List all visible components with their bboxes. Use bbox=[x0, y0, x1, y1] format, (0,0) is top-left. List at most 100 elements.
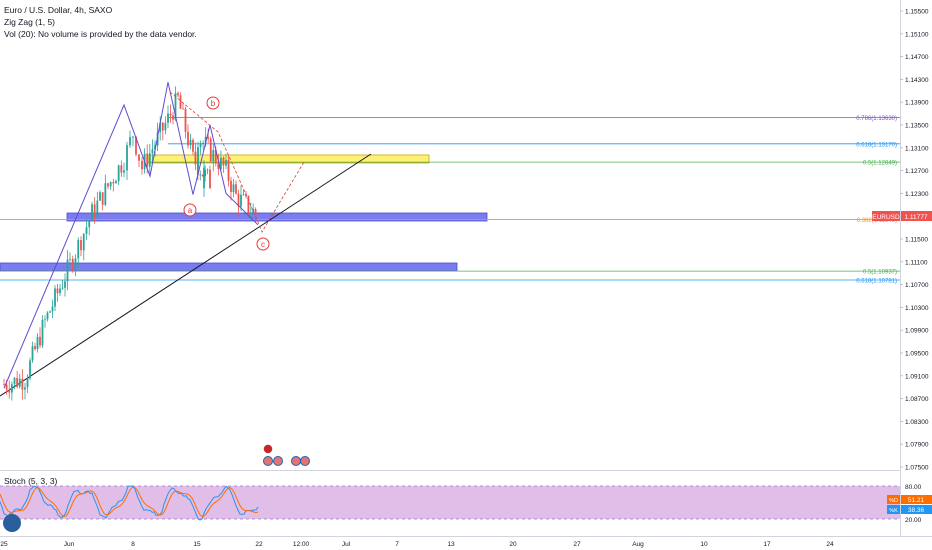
candle-body bbox=[201, 174, 204, 177]
time-tick-label: 10 bbox=[700, 541, 708, 548]
candle-body bbox=[99, 192, 101, 201]
candle-body bbox=[29, 360, 31, 379]
time-tick-label: Jul bbox=[342, 541, 351, 548]
time-tick-label: Jun bbox=[64, 541, 75, 548]
wave-label-b[interactable]: b bbox=[206, 96, 220, 110]
candle-body bbox=[69, 259, 71, 260]
wave-label-c[interactable]: c bbox=[256, 237, 270, 251]
candle-body bbox=[206, 169, 209, 171]
candle-body bbox=[209, 138, 212, 162]
volume-legend[interactable]: Vol (20): No volume is provided by the d… bbox=[4, 29, 197, 39]
candle-body bbox=[192, 139, 194, 152]
fib-level-label: 0.5(1.12849) bbox=[863, 161, 897, 167]
stoch-k-line bbox=[0, 485, 259, 521]
candle-body bbox=[66, 259, 69, 282]
candle-body bbox=[182, 108, 184, 110]
candle-body bbox=[177, 93, 179, 96]
candle-body bbox=[199, 174, 202, 176]
candle-body bbox=[61, 287, 64, 289]
time-tick-label: 20 bbox=[509, 541, 517, 548]
candle-body bbox=[151, 149, 154, 154]
ascending-trendline[interactable] bbox=[0, 153, 372, 397]
wave-label-a[interactable]: a bbox=[183, 203, 197, 217]
zigzag-legend[interactable]: Zig Zag (1, 5) bbox=[4, 17, 56, 27]
price-tick-label: 1.14300 bbox=[905, 77, 929, 84]
chart-legend: Euro / U.S. Dollar, 4h, SAXO Zig Zag (1,… bbox=[4, 4, 197, 40]
event-marker-icon[interactable] bbox=[300, 456, 310, 466]
candle-body bbox=[189, 139, 192, 146]
candle-body bbox=[138, 154, 140, 161]
candle-body bbox=[214, 149, 217, 164]
candle-body bbox=[167, 113, 169, 123]
projected-wave-path[interactable] bbox=[169, 91, 305, 233]
candle-body bbox=[202, 142, 204, 144]
price-tick-label: 1.12300 bbox=[905, 191, 929, 198]
candle-body bbox=[254, 209, 257, 215]
price-tick-label: 1.14700 bbox=[905, 54, 929, 61]
candle-body bbox=[252, 209, 255, 213]
price-axis[interactable]: 1.15500 1.15100 1.14700 1.14300 1.13900 1.135… bbox=[900, 9, 929, 472]
candle-body bbox=[209, 169, 211, 189]
current-price-tag: EURUSD 1.11777 bbox=[872, 211, 932, 221]
candle-body bbox=[46, 312, 49, 320]
candle-body bbox=[26, 378, 29, 388]
candle-body bbox=[109, 182, 112, 187]
candlestick-series bbox=[3, 86, 257, 401]
price-tick-label: 1.08700 bbox=[905, 396, 929, 403]
candle-body bbox=[54, 288, 56, 307]
stoch-band bbox=[0, 486, 900, 519]
tradingview-logo-icon[interactable] bbox=[3, 514, 21, 532]
time-tick-label: 27 bbox=[573, 541, 581, 548]
candle-body bbox=[154, 145, 156, 150]
candle-body bbox=[115, 181, 117, 184]
candle-body bbox=[222, 157, 225, 166]
time-tick-label: Aug bbox=[632, 541, 644, 548]
candle-body bbox=[207, 136, 210, 139]
event-marker-icon[interactable] bbox=[262, 443, 274, 455]
blue-support-zone-upper[interactable] bbox=[66, 212, 488, 222]
symbol-title[interactable]: Euro / U.S. Dollar, 4h, SAXO bbox=[4, 5, 113, 15]
candle-body bbox=[51, 306, 54, 312]
candle-body bbox=[41, 320, 44, 346]
current-symbol-label: EURUSD bbox=[872, 214, 900, 221]
stoch-k-value: 38.36 bbox=[908, 507, 925, 514]
candle-body bbox=[184, 108, 187, 132]
candle-body bbox=[93, 204, 96, 217]
current-price-label: 1.11777 bbox=[904, 214, 927, 221]
candle-body bbox=[10, 384, 13, 393]
candle-body bbox=[74, 258, 77, 270]
stoch-d-value: 51.21 bbox=[908, 497, 925, 504]
candle-body bbox=[237, 193, 240, 207]
time-tick-label: 7 bbox=[395, 541, 399, 548]
candle-body bbox=[174, 93, 177, 120]
candle-body bbox=[104, 183, 107, 205]
candle-body bbox=[77, 240, 80, 259]
event-marker-icon[interactable] bbox=[273, 456, 283, 466]
time-tick-label: 22 bbox=[255, 541, 263, 548]
time-axis[interactable]: 25 Jun 8 15 22 12:00 Jul 7 13 20 27 Aug 10 17 24 bbox=[0, 541, 834, 548]
candle-body bbox=[16, 377, 19, 387]
candle-body bbox=[91, 204, 93, 221]
event-markers[interactable] bbox=[262, 443, 310, 466]
price-tick-label: 1.11500 bbox=[905, 237, 928, 244]
fib-level-label: 0.618(1.13170) bbox=[856, 142, 897, 148]
stoch-legend[interactable]: Stoch (5, 3, 3) bbox=[4, 476, 58, 486]
price-tick-label: 1.15100 bbox=[905, 31, 929, 38]
stoch-tick-80: 80.00 bbox=[905, 484, 922, 491]
candle-body bbox=[148, 153, 151, 167]
time-tick-label: 25 bbox=[0, 541, 8, 548]
candle-body bbox=[64, 281, 66, 288]
candle-body bbox=[159, 122, 162, 133]
candle-body bbox=[199, 143, 202, 148]
candle-body bbox=[49, 311, 51, 313]
event-marker-icon[interactable] bbox=[263, 456, 273, 466]
candle-body bbox=[146, 153, 149, 167]
fibonacci-levels[interactable]: 0.786(1.13630) 0.618(1.13170) 0.5(1.12849)… bbox=[0, 116, 900, 284]
time-tick-label: 24 bbox=[826, 541, 834, 548]
candle-body bbox=[187, 131, 189, 146]
candle-body bbox=[212, 149, 215, 162]
blue-support-zone-lower[interactable] bbox=[0, 262, 458, 272]
price-tick-label: 1.13500 bbox=[905, 123, 929, 130]
event-marker-icon[interactable] bbox=[291, 456, 301, 466]
